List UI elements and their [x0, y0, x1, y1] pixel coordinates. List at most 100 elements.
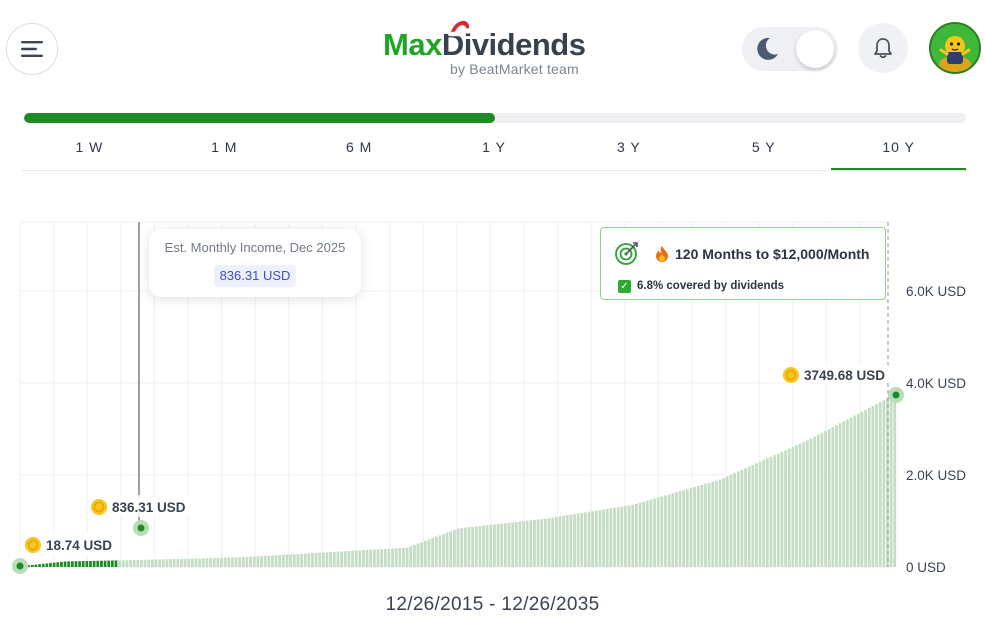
chart-bar [409, 546, 413, 567]
current-value-label-bg [87, 495, 193, 517]
chart-bar [762, 460, 766, 567]
start-point [16, 562, 24, 570]
notifications-button[interactable] [858, 23, 908, 73]
logo[interactable]: MaxDividends by BeatMarket team [383, 20, 623, 82]
goal-card[interactable]: 120 Months to $12,000/Month ✓ 6.8% cover… [600, 227, 886, 300]
chart-bar [591, 511, 595, 567]
chart-bar [169, 559, 172, 567]
chart-bar [795, 445, 798, 567]
end-value-label: 3749.68 USD [804, 368, 885, 383]
goal-title: 120 Months to $12,000/Month [675, 246, 870, 262]
chart-bar [565, 515, 569, 567]
chart-bar [882, 400, 886, 567]
start-value-coin-icon-inner [27, 539, 39, 551]
tab-6m[interactable]: 6 M [345, 139, 373, 155]
chart-bar [125, 560, 129, 567]
chart-bar [729, 474, 733, 567]
chart-bar [30, 564, 34, 567]
end-point [892, 391, 900, 399]
chart-bar [300, 553, 303, 567]
chart-bar [576, 513, 580, 567]
chart-bar [223, 557, 227, 567]
chart-bar [536, 519, 540, 567]
chart-bar [682, 490, 686, 567]
chart-bar [704, 483, 707, 567]
chart-bar [642, 501, 646, 567]
theme-toggle[interactable] [742, 27, 838, 71]
chart-bar [27, 565, 31, 567]
santa-hat-icon [447, 20, 471, 37]
chart-bar [736, 471, 740, 567]
tab-1y[interactable]: 1 Y [482, 139, 506, 155]
chart-bar [846, 419, 849, 567]
chart-bar [733, 473, 736, 567]
chart-bar [96, 560, 100, 567]
chart-bar [813, 436, 817, 567]
y-tick-label: 4.0K USD [906, 376, 966, 391]
period-tabs: 1 W 1 M 6 M 1 Y 3 Y 5 Y 10 Y [22, 126, 967, 171]
chart-bar [696, 485, 700, 567]
chart-bar [78, 561, 81, 567]
tab-3y[interactable]: 3 Y [616, 139, 641, 155]
chart-bar [598, 510, 602, 567]
chart-bar [234, 557, 238, 567]
chart-bar [485, 525, 489, 567]
chart-bar [161, 559, 165, 567]
chart-bar [558, 516, 562, 567]
tab-10y[interactable]: 10 Y [831, 126, 967, 170]
chart-bar [187, 558, 191, 567]
chart-bar [114, 560, 118, 567]
chart-bar [336, 551, 340, 567]
chart-bar [398, 548, 402, 567]
chart-bar [74, 561, 78, 567]
chart-bar [860, 411, 864, 567]
chart-bar [296, 553, 300, 567]
chart-bar [362, 550, 365, 567]
logo-wordmark: MaxDividends [383, 27, 586, 62]
chart-bar [89, 560, 92, 567]
chart-bar [201, 558, 205, 567]
chart-bar [889, 396, 893, 567]
chart-bar [92, 560, 96, 567]
chart-bar [496, 524, 500, 567]
chart-bar [372, 549, 376, 567]
chart-bar [427, 539, 431, 567]
chart-bar [660, 496, 664, 567]
end-value-label-bg [779, 363, 893, 385]
chart-bar [616, 507, 620, 567]
chart-bar [835, 425, 838, 567]
chart-bar [740, 469, 744, 567]
chart-bar [252, 556, 256, 567]
chart-bar [249, 556, 252, 567]
chart-bar [420, 542, 424, 567]
chart-bar [278, 555, 282, 567]
menu-button[interactable] [6, 23, 58, 75]
chart-bar [514, 521, 518, 567]
avatar[interactable] [929, 22, 981, 74]
chart-bar [649, 499, 653, 567]
chart-bar [594, 510, 598, 567]
chart-bar [864, 409, 867, 567]
chart-bar [63, 561, 67, 567]
chart-bar [292, 554, 296, 567]
chart-bar [584, 512, 587, 567]
chart-bar [722, 477, 726, 567]
current-value-coin-icon [91, 499, 107, 515]
tab-1m[interactable]: 1 M [211, 139, 238, 155]
y-tick-label: 2.0K USD [906, 468, 966, 483]
chart-bar [787, 448, 791, 567]
chart-bar [725, 476, 729, 567]
chart-bar [631, 504, 635, 567]
chart-bar [347, 551, 351, 567]
chart-bar [609, 508, 613, 567]
tab-1w[interactable]: 1 W [75, 139, 104, 155]
chart-bar [140, 559, 143, 567]
chart-bar [620, 506, 624, 567]
tooltip-title: Est. Monthly Income, Dec 2025 [164, 240, 346, 255]
chart-bar [311, 553, 314, 567]
chart-bar [806, 440, 809, 567]
tab-5y[interactable]: 5 Y [751, 139, 776, 155]
chart-bar [769, 456, 773, 567]
chart-bar [434, 536, 438, 567]
chart-bar [405, 547, 409, 567]
